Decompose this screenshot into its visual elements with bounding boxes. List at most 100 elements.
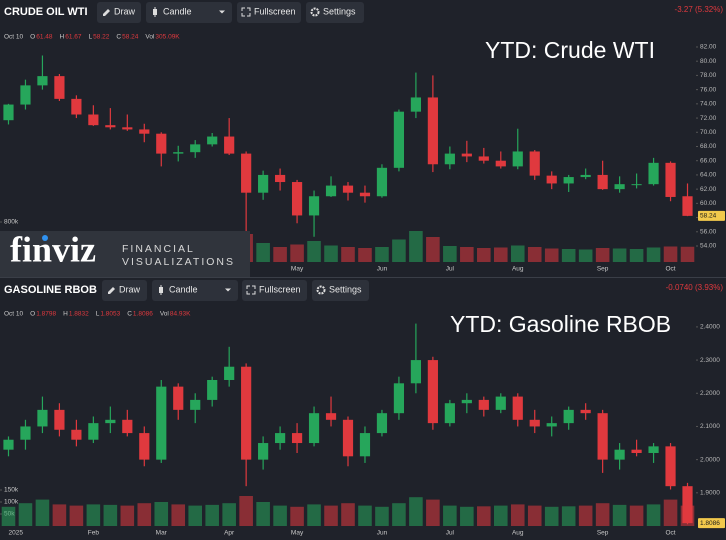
y-tick-label: 80.00	[700, 58, 717, 65]
toolbar-button[interactable]: Draw	[102, 280, 147, 301]
volume-bar	[612, 504, 627, 526]
x-tick-label: May	[291, 530, 304, 537]
candle-body	[207, 379, 218, 400]
volume-bar	[646, 504, 661, 526]
chart-annotation: YTD: Gasoline RBOB	[450, 311, 671, 337]
y-tick-label: 2.4000	[700, 324, 720, 331]
candle-body	[20, 85, 31, 105]
button-label[interactable]: Fullscreen	[259, 284, 301, 294]
candle-body	[461, 399, 472, 404]
button-bg	[102, 280, 147, 301]
button-label[interactable]: Draw	[119, 284, 141, 294]
info-key: L	[96, 311, 100, 318]
candle-body	[512, 396, 523, 420]
logo-tagline: FINANCIAL	[122, 243, 195, 255]
volume-bar	[510, 504, 525, 526]
info-value: 61.48	[36, 34, 53, 41]
y-tick-label: 56.00	[700, 229, 717, 236]
last-price-label: 58.24	[700, 213, 717, 220]
candle-body	[359, 192, 371, 197]
candle-body	[631, 449, 642, 453]
last-price-label: 1.8086	[700, 520, 720, 527]
info-key: C	[127, 311, 132, 318]
candle-body	[342, 185, 354, 193]
logo-name: finviz	[10, 229, 96, 269]
candle-body	[614, 184, 625, 190]
button-label[interactable]: Candle	[169, 284, 198, 294]
candle-icon-body	[153, 9, 157, 15]
toolbar-button[interactable]: Fullscreen	[237, 2, 301, 23]
toolbar-button[interactable]: Draw	[97, 2, 141, 23]
toolbar-button[interactable]: Settings	[312, 280, 369, 301]
candle-body	[122, 419, 133, 434]
volume-bar	[426, 499, 440, 526]
volume-bar	[86, 504, 101, 526]
volume-bar	[595, 503, 610, 526]
volume-tick-label: 150k	[4, 487, 19, 494]
button-label[interactable]: Fullscreen	[254, 6, 296, 16]
toolbar-button[interactable]: Candle	[152, 280, 238, 301]
info-key: C	[116, 34, 121, 41]
volume-bar	[544, 506, 559, 526]
candle-body	[376, 167, 388, 197]
button-bg	[306, 2, 364, 23]
info-value: 1.8832	[69, 311, 89, 318]
toolbar-button[interactable]: Candle	[146, 2, 232, 23]
candle-body	[495, 160, 506, 167]
volume-bar	[273, 505, 287, 526]
volume-bar	[290, 506, 304, 526]
volume-bar	[612, 248, 627, 262]
candle-body	[71, 98, 82, 115]
info-value: 1.8086	[133, 311, 153, 318]
candle-body	[410, 97, 421, 112]
candle-body	[597, 413, 608, 460]
button-label[interactable]: Draw	[114, 6, 136, 16]
candle-body	[3, 104, 14, 121]
volume-bar	[646, 247, 661, 262]
button-label[interactable]: Settings	[323, 6, 356, 16]
toolbar-button[interactable]: Settings	[306, 2, 364, 23]
info-key: O	[30, 311, 35, 318]
button-bg	[146, 2, 232, 23]
candle-body	[546, 175, 557, 184]
volume-bar	[137, 503, 152, 526]
volume-tick-label: 100k	[4, 499, 19, 506]
candle-body	[71, 429, 82, 440]
candle-body	[495, 396, 506, 410]
x-tick-label: Aug	[512, 266, 524, 273]
candle-body	[105, 419, 116, 424]
candle-body	[54, 76, 65, 99]
volume-bar	[290, 244, 304, 262]
candle-body	[563, 177, 574, 184]
candle-body	[478, 399, 489, 410]
candle-body	[444, 403, 455, 424]
volume-bar	[578, 505, 593, 526]
toolbar-button[interactable]: Fullscreen	[242, 280, 307, 301]
candle-body	[88, 114, 99, 126]
candle-body	[241, 153, 252, 193]
chart-annotation: YTD: Crude WTI	[485, 37, 655, 63]
x-tick-label: Sep	[597, 530, 609, 537]
volume-bar	[239, 496, 253, 526]
candle-body	[427, 360, 438, 424]
volume-bar	[460, 247, 474, 262]
volume-bar	[578, 249, 593, 262]
candle-body	[37, 76, 48, 86]
button-label[interactable]: Settings	[329, 284, 362, 294]
candle-body	[156, 386, 167, 460]
y-tick-label: 1.9000	[700, 490, 720, 497]
candle-body	[173, 152, 184, 154]
candle-body	[224, 366, 235, 380]
candle-body	[614, 449, 625, 460]
candle-body	[291, 182, 303, 216]
volume-bar	[561, 506, 576, 526]
button-label[interactable]: Candle	[163, 6, 192, 16]
candle-body	[648, 162, 659, 185]
candle-body	[682, 486, 693, 524]
volume-bar	[358, 248, 372, 262]
info-key: H	[60, 34, 65, 41]
candle-body	[478, 156, 489, 161]
volume-bar	[375, 247, 389, 262]
x-tick-label: 2025	[8, 530, 23, 537]
y-tick-label: 54.00	[700, 243, 717, 250]
